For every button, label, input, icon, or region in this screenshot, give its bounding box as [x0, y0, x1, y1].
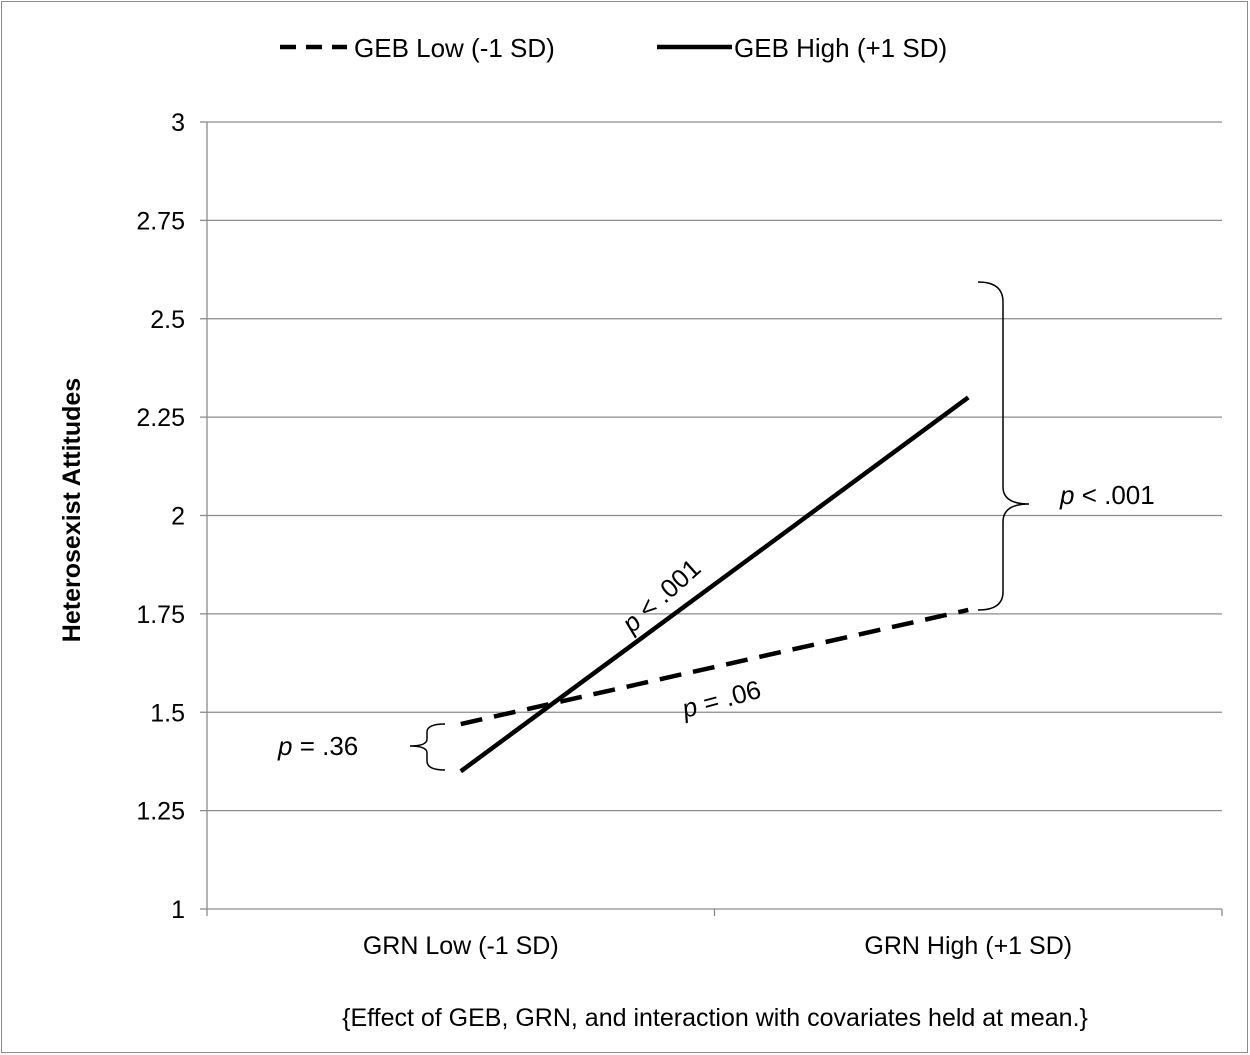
y-tick-label: 1.5: [150, 699, 185, 727]
annotation-diff-high: p < .001: [1059, 480, 1155, 510]
y-tick-label: 2.75: [136, 207, 185, 235]
x-axis-caption: {Effect of GEB, GRN, and interaction wit…: [342, 1004, 1088, 1032]
legend-label-geb-high: GEB High (+1 SD): [734, 33, 947, 63]
y-tick-label: 2: [171, 503, 185, 531]
x-tick-labels: GRN Low (-1 SD) GRN High (+1 SD): [363, 932, 1072, 960]
series-lines: [459, 395, 970, 774]
brace-left: [409, 723, 446, 771]
legend-label-geb-low: GEB Low (-1 SD): [354, 33, 555, 63]
x-tick-label: GRN Low (-1 SD): [363, 932, 559, 960]
y-tick-label: 3: [171, 109, 185, 137]
y-tick-label: 1.25: [136, 798, 185, 826]
gridlines: [200, 121, 1223, 916]
y-tick-label: 2.25: [136, 404, 185, 432]
axes: [206, 122, 1222, 910]
y-tick-label: 2.5: [150, 306, 185, 334]
annotation-slope-low: p = .06: [678, 674, 764, 724]
y-tick-label: 1: [171, 896, 185, 924]
y-tick-label: 1.75: [136, 601, 185, 629]
brace-right: [977, 281, 1030, 611]
x-tick-label: GRN High (+1 SD): [864, 932, 1072, 960]
legend: GEB Low (-1 SD) GEB High (+1 SD): [280, 33, 947, 63]
y-tick-labels: 1 1.25 1.5 1.75 2 2.25 2.5 2.75 3: [136, 109, 185, 924]
series-line-geb-low: [460, 607, 969, 727]
y-axis-title: Heterosexist Attitudes: [58, 378, 86, 642]
annotation-diff-low: p = .36: [277, 731, 358, 761]
series-line-geb-high: [459, 395, 970, 774]
